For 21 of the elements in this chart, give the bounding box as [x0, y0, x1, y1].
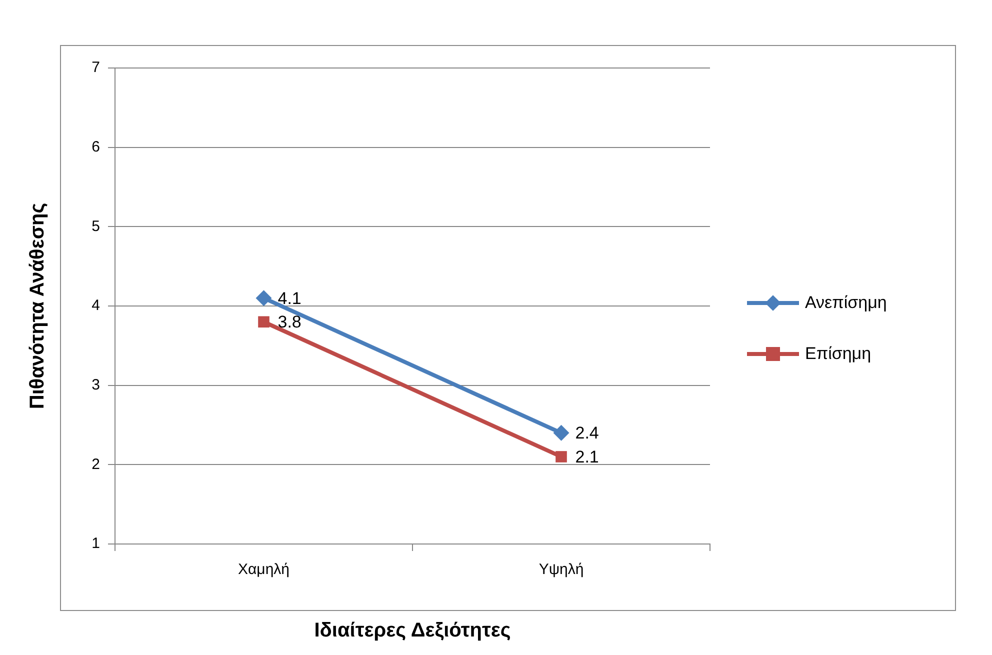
x-axis-title: Ιδιαίτερες Δεξιότητες	[314, 620, 511, 642]
data-label: 2.1	[575, 447, 599, 466]
legend-label: Ανεπίσημη	[805, 293, 887, 313]
legend-label: Επίσημη	[805, 344, 872, 364]
y-tick-label: 5	[92, 218, 100, 235]
point	[256, 290, 272, 306]
y-tick-label: 7	[92, 59, 100, 76]
x-tick-label: Υψηλή	[538, 561, 584, 578]
y-tick-label: 4	[92, 297, 100, 314]
y-tick-label: 3	[92, 376, 100, 394]
y-tick-label: 1	[92, 535, 100, 552]
data-label: 2.4	[575, 424, 599, 443]
point	[556, 451, 567, 462]
y-axis-title: Πιθανότητα Ανάθεσης	[26, 202, 49, 410]
x-tick-label: Χαμηλή	[238, 561, 290, 578]
y-tick-label: 2	[92, 456, 100, 473]
point	[258, 316, 270, 328]
y-tick-label: 6	[92, 138, 100, 156]
point	[553, 424, 570, 441]
data-label: 4.1	[278, 288, 302, 308]
data-label: 3.8	[278, 312, 302, 332]
